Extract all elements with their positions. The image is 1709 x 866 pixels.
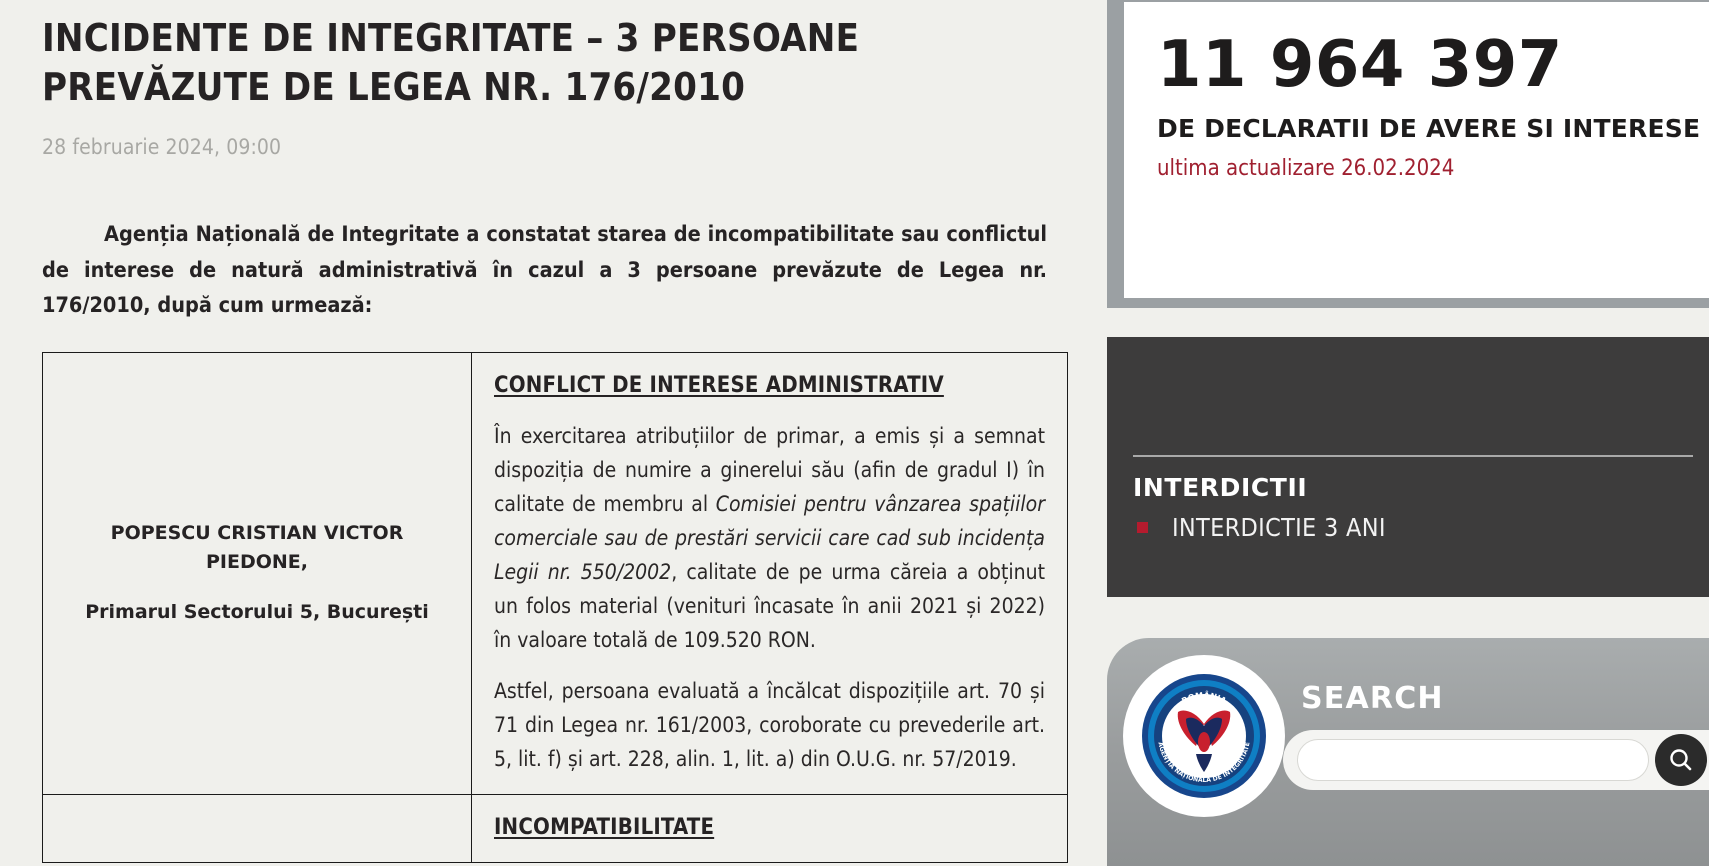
incidents-table: POPESCU CRISTIAN VICTOR PIEDONE, Primaru…: [42, 351, 1068, 863]
ani-emblem-icon: ROMÂNIA AGENȚIA NAȚIONALĂ DE INTEGRITATE: [1142, 674, 1266, 798]
person-name: POPESCU CRISTIAN VICTOR PIEDONE,: [110, 522, 404, 573]
detail-heading: CONFLICT DE INTERESE ADMINISTRATIV: [494, 372, 944, 398]
table-cell-person: [42, 793, 472, 863]
search-panel: ROMÂNIA AGENȚIA NAȚIONALĂ DE INTEGRITATE…: [1107, 638, 1709, 866]
interdictii-panel: INTERDICTII INTERDICTIE 3 ANI: [1107, 337, 1709, 597]
article-lead-paragraph: Agenția Națională de Integritate a const…: [42, 222, 1047, 319]
table-row: POPESCU CRISTIAN VICTOR PIEDONE, Primaru…: [42, 351, 1068, 795]
search-input[interactable]: [1297, 739, 1649, 781]
counter-inner-card: 11 964 397 DE DECLARATII DE AVERE SI INT…: [1124, 2, 1709, 298]
search-row: [1283, 730, 1709, 790]
detail-heading: INCOMPATIBILITATE: [494, 814, 715, 840]
detail-text-italic: Comisiei pentru vânzarea spațiilor comer…: [494, 491, 1045, 584]
sidebar-column: 11 964 397 DE DECLARATII DE AVERE SI INT…: [1090, 0, 1709, 866]
table-cell-detail: CONFLICT DE INTERESE ADMINISTRATIV În ex…: [471, 351, 1068, 795]
detail-paragraph-2: Astfel, persoana evaluată a încălcat dis…: [494, 678, 1045, 771]
counter-caption: DE DECLARATII DE AVERE SI INTERESE POT F…: [1157, 114, 1709, 144]
search-icon: [1670, 749, 1692, 771]
table-cell-person: POPESCU CRISTIAN VICTOR PIEDONE, Primaru…: [42, 351, 472, 795]
person-role: Primarul Sectorului 5, București: [85, 601, 429, 624]
divider: [1133, 455, 1693, 457]
table-cell-detail: INCOMPATIBILITATE: [471, 793, 1068, 863]
ani-logo[interactable]: ROMÂNIA AGENȚIA NAȚIONALĂ DE INTEGRITATE: [1123, 655, 1285, 817]
page-title: INCIDENTE DE INTEGRITATE – 3 PERSOANE PR…: [42, 16, 860, 109]
detail-text-part-a: În exercitarea atribuțiilor de primar, a…: [494, 423, 1045, 516]
table-row: INCOMPATIBILITATE: [42, 793, 1068, 863]
interdictii-item-label: INTERDICTIE 3 ANI: [1172, 513, 1386, 542]
counter-number: 11 964 397: [1157, 28, 1563, 102]
article-date: 28 februarie 2024, 09:00: [42, 135, 282, 160]
detail-text-part-b: , calitate de pe urma căreia a obținut u…: [494, 559, 1045, 652]
list-item[interactable]: INTERDICTIE 3 ANI: [1137, 513, 1386, 542]
search-label: SEARCH: [1301, 681, 1444, 716]
svg-text:ROMÂNIA: ROMÂNIA: [1180, 689, 1228, 706]
logo-ring-top-text: ROMÂNIA: [1180, 689, 1228, 706]
detail-paragraph-1: În exercitarea atribuțiilor de primar, a…: [494, 402, 1045, 657]
declarations-counter-widget: 11 964 397 DE DECLARATII DE AVERE SI INT…: [1107, 0, 1709, 308]
interdictii-title: INTERDICTII: [1133, 473, 1308, 502]
square-bullet-icon: [1137, 522, 1148, 533]
search-submit-button[interactable]: [1655, 734, 1707, 786]
counter-last-updated: ultima actualizare 26.02.2024: [1157, 156, 1455, 182]
article-column: INCIDENTE DE INTEGRITATE – 3 PERSOANE PR…: [42, 16, 1068, 863]
interdictii-list: INTERDICTIE 3 ANI: [1137, 513, 1386, 542]
